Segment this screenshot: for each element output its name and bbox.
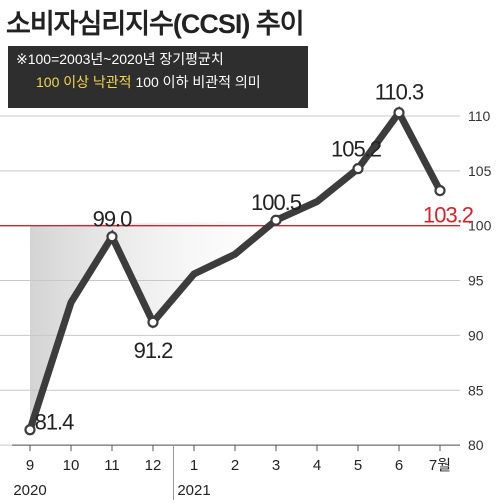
note-line-2: 100 이상 낙관적 100 이하 비관적 의미 (16, 73, 300, 91)
x-tick-label: 4 (313, 457, 321, 474)
data-label: 99.0 (93, 207, 133, 232)
data-label: 100.5 (251, 190, 302, 215)
data-point-marker (393, 107, 405, 119)
data-label: 81.4 (35, 410, 75, 435)
year-label: 2021 (177, 482, 210, 499)
x-tick-label: 2 (231, 457, 239, 474)
data-label: 91.2 (134, 338, 174, 363)
y-tick-label: 100 (468, 218, 492, 234)
x-tick-label: 12 (145, 457, 162, 474)
data-label: 103.2 (423, 203, 474, 228)
data-point-marker (147, 316, 159, 328)
data-label: 105.2 (331, 137, 382, 162)
y-tick-label: 90 (468, 327, 484, 343)
y-tick-label: 80 (468, 437, 484, 453)
note-line-1: ※100=2003년~2020년 장기평균치 (16, 51, 224, 67)
note-optimistic: 100 이상 낙관적 (36, 74, 132, 90)
x-tick-label: 1 (190, 457, 198, 474)
data-point-marker (434, 184, 446, 197)
data-point-marker (106, 231, 118, 243)
x-tick-label: 10 (63, 457, 80, 474)
x-tick-label: 7월 (429, 457, 451, 474)
below-reference-area (30, 220, 276, 430)
y-tick-label: 95 (468, 273, 484, 289)
x-tick-label: 11 (104, 457, 120, 474)
y-tick-label: 105 (468, 163, 492, 179)
series-line (26, 106, 444, 431)
data-point-marker (270, 214, 282, 226)
y-tick-label: 85 (468, 382, 484, 398)
note-box: ※100=2003년~2020년 장기평균치 100 이상 낙관적 100 이하… (8, 46, 308, 108)
x-tick-label: 5 (354, 457, 362, 474)
data-point-marker (352, 163, 364, 175)
year-label: 2020 (13, 482, 46, 499)
data-point-marker (24, 424, 36, 436)
x-tick-label: 3 (272, 457, 280, 474)
x-tick-label: 6 (395, 457, 403, 474)
chart-title: 소비자심리지수(CCSI) 추이 (6, 9, 305, 39)
x-tick-label: 9 (26, 457, 34, 474)
y-tick-label: 110 (468, 108, 491, 124)
data-label: 110.3 (375, 80, 424, 105)
note-pessimistic: 100 이하 비관적 의미 (135, 74, 261, 90)
